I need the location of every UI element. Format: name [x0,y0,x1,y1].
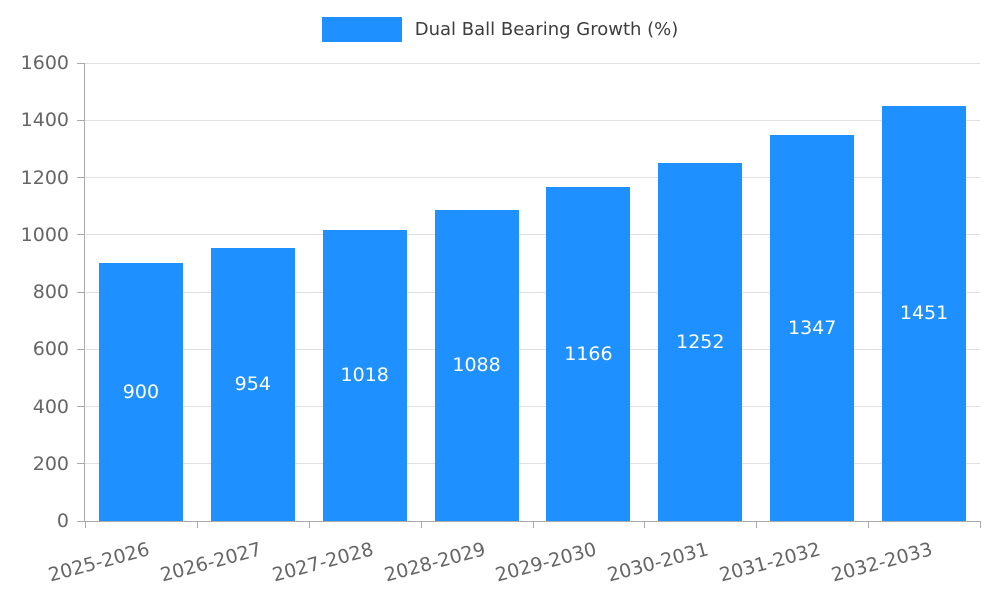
x-tick-mark [532,521,534,528]
gridline [85,62,980,64]
y-tick-mark [77,406,84,407]
x-tick-mark [196,521,198,528]
y-tick-mark [77,291,84,293]
x-tick-mark [756,521,758,528]
legend-label: Dual Ball Bearing Growth (%) [414,19,679,40]
y-tick-label: 1000 [20,223,69,246]
x-tick-mark [85,521,86,528]
bar-value-label: 1347 [788,317,837,340]
y-tick-mark [77,177,84,178]
bar [98,263,183,521]
bar [882,105,967,521]
bar [322,229,407,521]
x-tick-mark [420,521,422,528]
x-tick-mark [308,521,310,528]
y-tick-label: 1600 [20,52,69,74]
y-tick-label: 1200 [20,166,69,189]
y-tick-label: 1400 [20,109,69,132]
bar [546,187,631,521]
y-tick-label: 600 [32,338,69,361]
bar-value-label: 1252 [676,330,725,353]
bar-value-label: 1451 [899,302,949,325]
y-tick-mark [77,348,84,350]
y-tick-label: 0 [56,510,69,532]
y-axis-line [84,63,85,521]
bar [770,135,855,521]
gridline [85,177,980,178]
legend[interactable]: Dual Ball Bearing Growth (%) [0,17,1000,42]
y-tick-label: 400 [32,395,69,418]
y-tick-mark [77,62,84,64]
bar [210,247,295,521]
y-tick-mark [77,119,84,121]
y-tick-label: 200 [32,452,69,475]
x-axis-line [84,521,980,522]
x-tick-mark [980,521,981,528]
bar-value-label: 1166 [564,343,613,366]
y-tick-mark [77,234,84,236]
x-tick-mark [644,521,646,528]
y-tick-mark [77,463,84,465]
bar [434,209,519,521]
gridline [85,463,980,465]
legend-swatch [321,17,402,42]
bar-value-label: 1088 [452,354,501,377]
bar [658,162,743,521]
y-tick-label: 800 [32,281,69,303]
gridline [85,119,980,121]
gridline [85,291,980,293]
gridline [85,234,980,236]
gridline [85,406,980,407]
y-tick-mark [77,520,84,522]
bar-value-label: 900 [122,381,160,404]
bar-value-label: 1018 [340,364,389,387]
x-tick-mark [868,521,870,528]
gridline [85,348,980,350]
bar-value-label: 954 [234,373,271,396]
